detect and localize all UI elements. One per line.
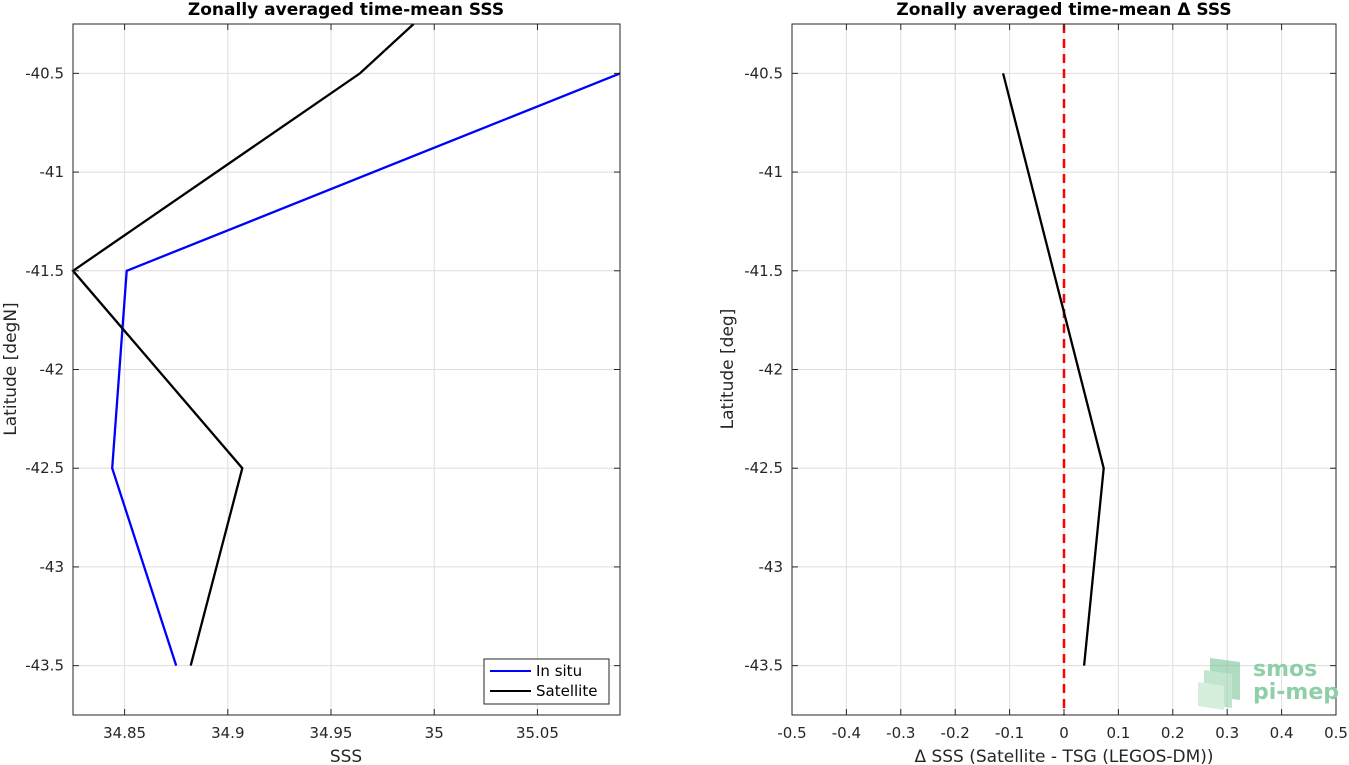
- x-tick-label: 0.4: [1270, 724, 1294, 742]
- x-tick-label: 34.9: [211, 724, 244, 742]
- right-y-axis-label: Latitude [deg]: [718, 309, 738, 430]
- legend-box: [483, 658, 610, 705]
- x-tick-label: 34.85: [103, 724, 146, 742]
- x-tick-label: 0.3: [1215, 724, 1239, 742]
- smos-pi-mep-logo: smos pi-mep: [1198, 657, 1339, 710]
- series-line-in-situ: [111, 72, 621, 666]
- legend-label-satellite: Satellite: [536, 682, 597, 700]
- x-tick-label: -0.5: [777, 724, 806, 742]
- x-tick-label: 0.2: [1161, 724, 1185, 742]
- left-y-axis-label: Latitude [degN]: [1, 302, 21, 435]
- logo-text-line1: smos: [1253, 657, 1317, 682]
- x-tick-label: 0.1: [1106, 724, 1130, 742]
- logo-mark-icon: [1198, 658, 1240, 710]
- x-tick-label: 34.95: [310, 724, 353, 742]
- y-tick-label: -42: [759, 361, 784, 379]
- x-tick-label: -0.1: [995, 724, 1024, 742]
- x-tick-label: 35: [425, 724, 444, 742]
- y-tick-label: -41: [759, 163, 784, 181]
- y-tick-label: -41.5: [744, 262, 783, 280]
- right-panel: Zonally averaged time-mean Δ SSS -0.5 -0.…: [718, 0, 1348, 765]
- series-line-delta-sss: [1001, 73, 1105, 666]
- left-x-axis-label: SSS: [330, 747, 362, 765]
- left-series: [71, 23, 621, 666]
- x-tick-label: -0.2: [941, 724, 970, 742]
- left-ticks: 34.85 34.9 34.95 35 35.05 -40.5 -41 -41.5 -42 -42…: [25, 24, 620, 742]
- y-tick-label: -42.5: [744, 459, 783, 477]
- y-tick-label: -43: [759, 558, 784, 576]
- y-tick-label: -40.5: [25, 64, 64, 82]
- left-chart-title: Zonally averaged time-mean SSS: [188, 0, 504, 20]
- right-ticks: -0.5 -0.4 -0.3 -0.2 -0.1 0 0.1 0.2 0.3 0.4 0.5 -40.…: [744, 24, 1348, 742]
- x-tick-label: 0.5: [1324, 724, 1348, 742]
- y-tick-label: -40.5: [744, 64, 783, 82]
- y-tick-label: -43.5: [25, 657, 64, 675]
- legend-label-in-situ: In situ: [536, 662, 582, 680]
- x-tick-label: -0.4: [832, 724, 861, 742]
- y-tick-label: -42.5: [25, 459, 64, 477]
- logo-text-line2: pi-mep: [1253, 680, 1339, 705]
- y-tick-label: -43: [40, 558, 65, 576]
- left-panel: Zonally averaged time-mean SSS 34.85 34.9…: [1, 0, 621, 765]
- y-tick-label: -41.5: [25, 262, 64, 280]
- y-tick-label: -42: [40, 361, 65, 379]
- series-line-satellite: [71, 23, 415, 666]
- right-x-axis-label: Δ SSS (Satellite - TSG (LEGOS-DM)): [914, 747, 1213, 765]
- right-chart-title: Zonally averaged time-mean Δ SSS: [896, 0, 1231, 20]
- x-tick-label: 0: [1059, 724, 1069, 742]
- x-tick-label: -0.3: [886, 724, 915, 742]
- left-grid: [73, 24, 620, 715]
- y-tick-label: -43.5: [744, 657, 783, 675]
- x-tick-label: 35.05: [516, 724, 559, 742]
- legend: In situ Satellite: [483, 658, 610, 705]
- right-series: [1001, 73, 1105, 666]
- y-tick-label: -41: [40, 163, 65, 181]
